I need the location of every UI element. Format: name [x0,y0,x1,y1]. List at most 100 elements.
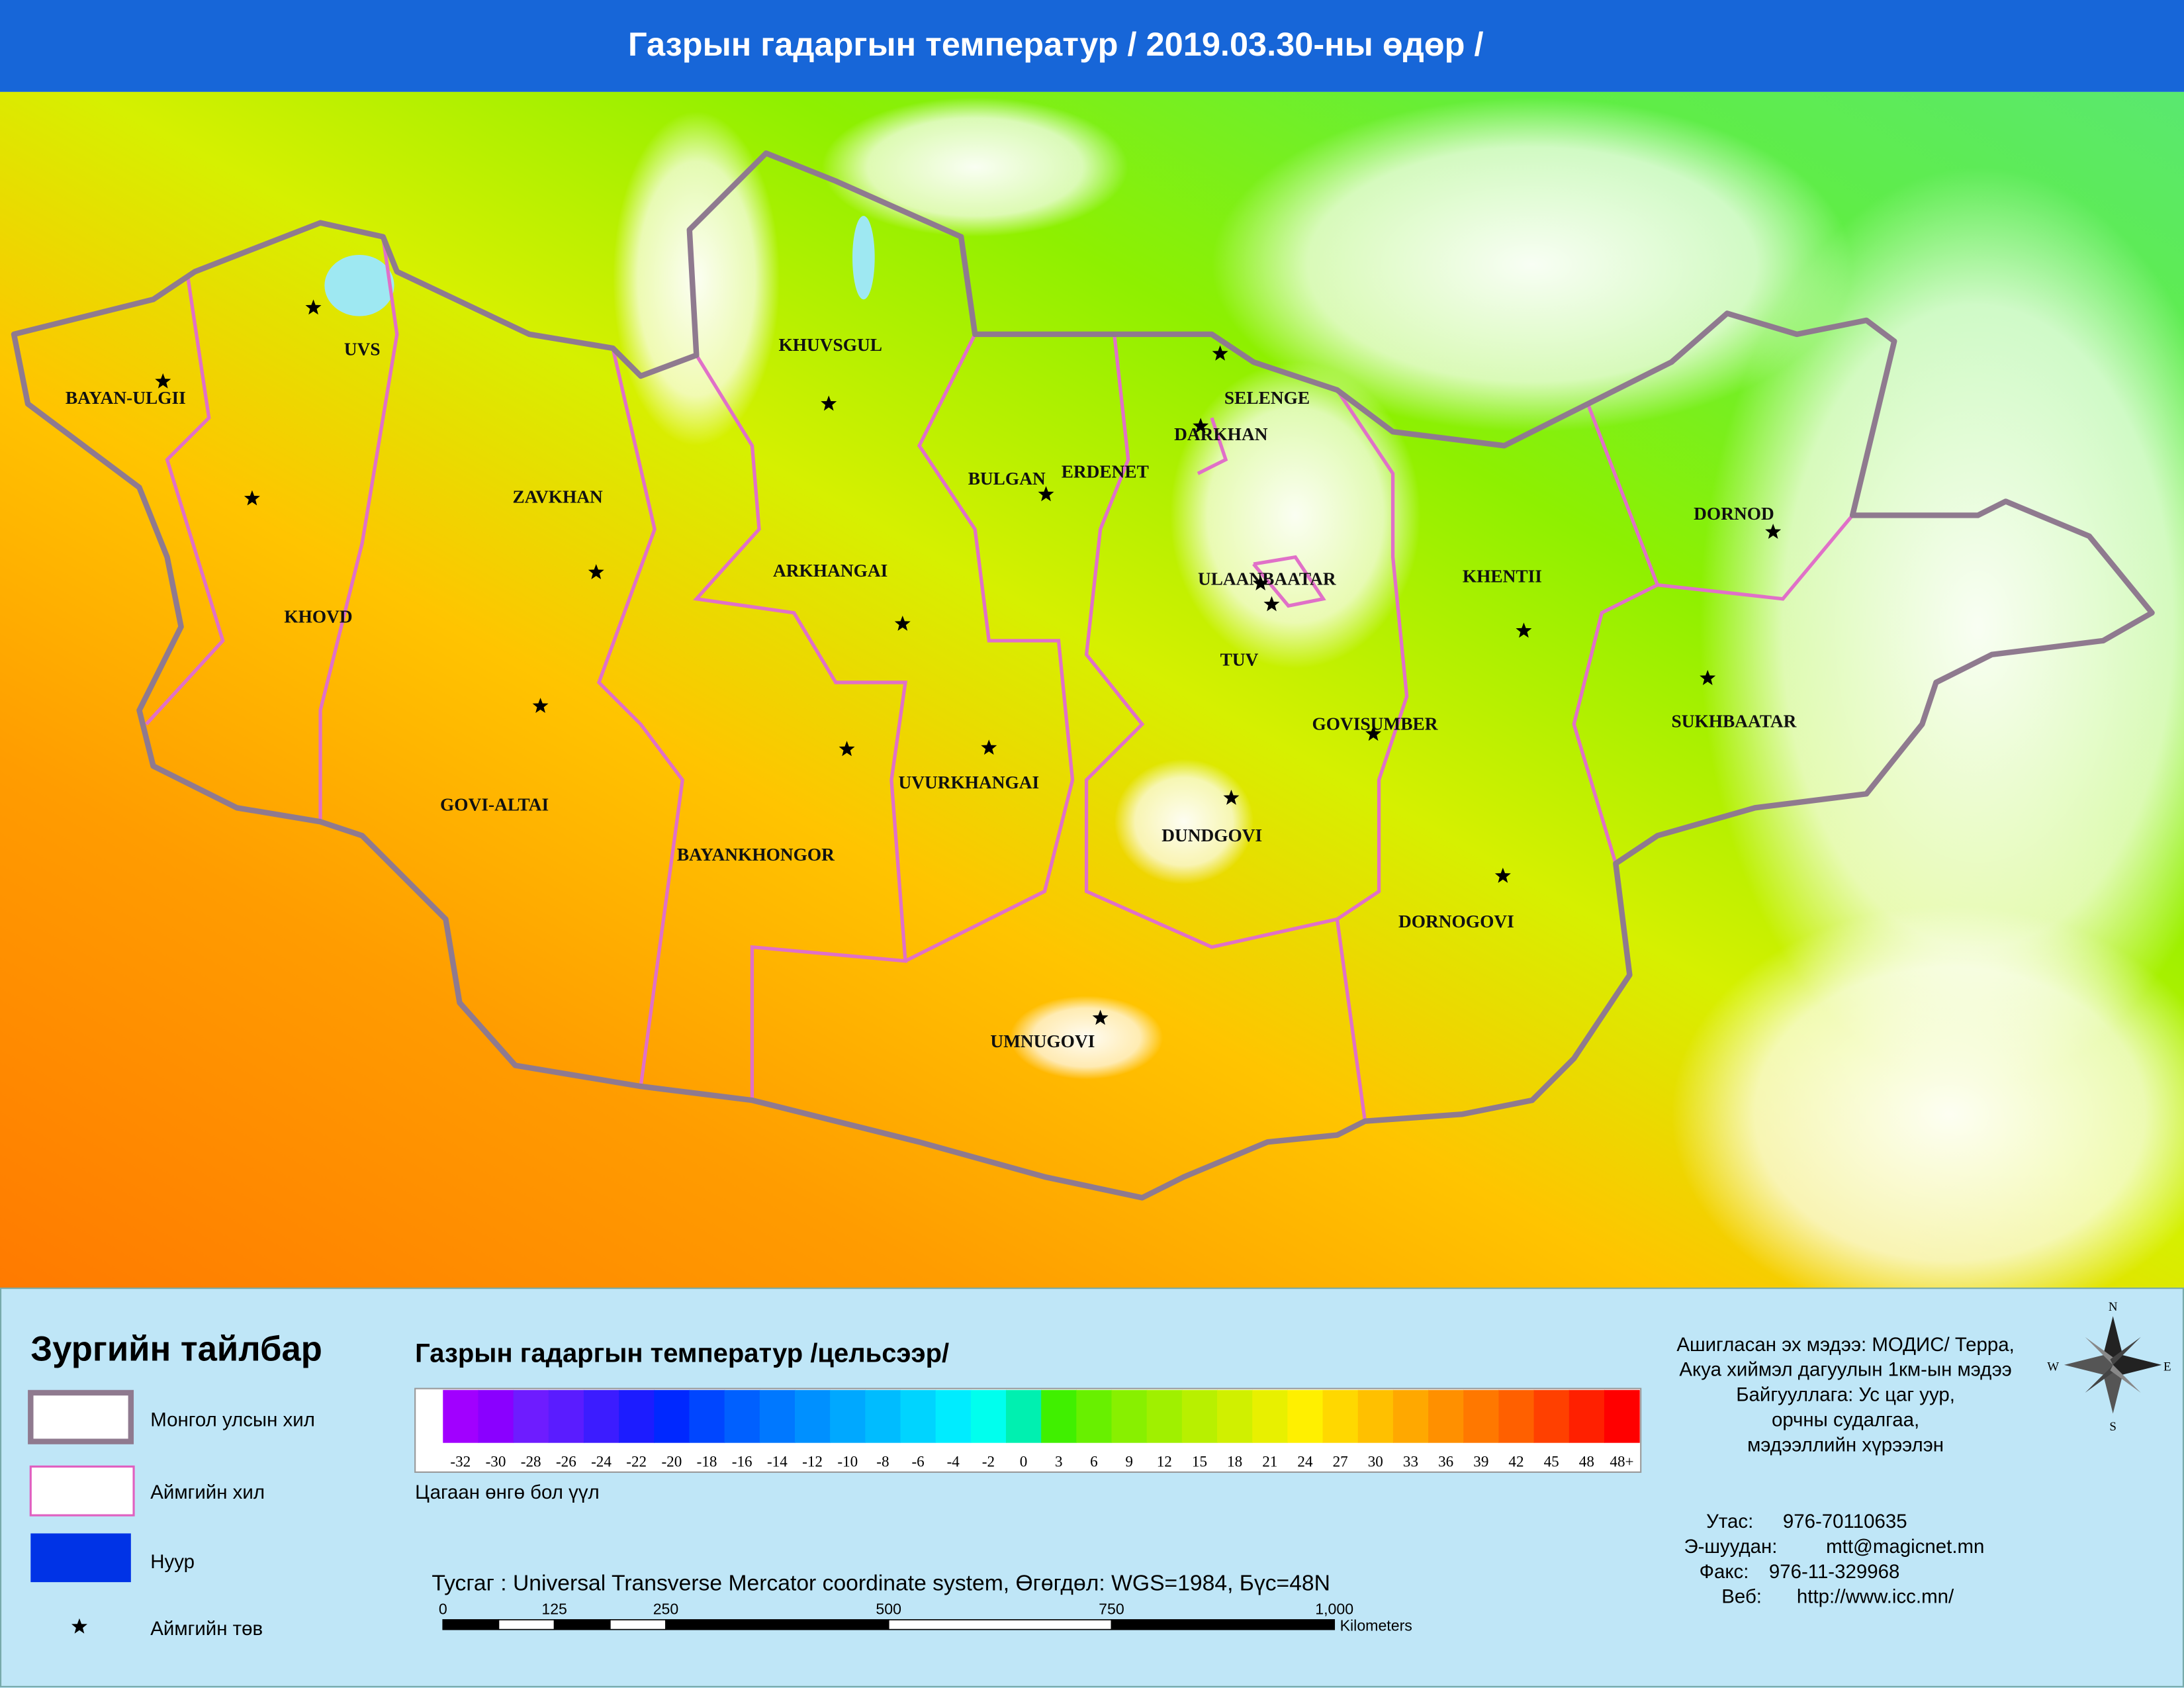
capital-star [1252,575,1269,590]
province-label: DORNOD [1694,504,1774,524]
scale-segment [498,1619,555,1630]
legend-label: Аймгийн төв [150,1618,263,1640]
province-label: GOVI-ALTAI [440,795,549,815]
color-swatch [1357,1389,1394,1443]
colorbar-label: -2 [982,1453,995,1470]
source-info: Ашигласан эх мэдээ: МОДИС/ Терра, Акуа хи… [1676,1334,2015,1456]
contact-value: mtt@magicnet.mn [1826,1536,1984,1558]
color-swatch [1006,1389,1042,1443]
colorbar-label: -28 [521,1453,541,1470]
color-swatch [865,1389,901,1443]
capital-star [305,299,322,315]
province-label: DUNDGOVI [1161,825,1262,845]
colorbar-label: -14 [767,1453,788,1470]
province-label: DORNOGOVI [1398,912,1514,931]
contact-value: http://www.icc.mn/ [1797,1586,1954,1608]
header-bar [0,0,2184,92]
color-swatch [1392,1389,1429,1443]
scale-label: 0 [439,1600,447,1617]
color-swatch [1041,1389,1077,1443]
capital-star [244,490,260,506]
scale-label: 125 [541,1600,567,1617]
capital-star [1700,670,1716,685]
cloud [1211,97,1853,432]
scale-segment [1111,1619,1336,1630]
scale-label: 750 [1099,1600,1124,1617]
colorbar-label: 48 [1579,1453,1594,1470]
compass: N E S W [2047,1300,2171,1434]
province-label: ZAVKHAN [512,487,603,507]
province-label: KHENTII [1463,566,1542,586]
colorbar-label: -32 [450,1453,471,1470]
legend-label: Аймгийн хил [150,1481,265,1503]
color-swatch [1287,1389,1324,1443]
capital-star [532,698,549,714]
scale-segment [553,1619,611,1630]
colorbar-label: 9 [1125,1453,1133,1470]
capital-star [981,739,997,755]
province-label: TUV [1220,650,1259,670]
color-swatch [478,1389,514,1443]
colorbar-note: Цагаан өнгө бол үүл [415,1481,600,1503]
province-label: SELENGE [1224,388,1310,408]
cloud [1671,905,2184,1323]
compass-letter: N [2109,1300,2118,1314]
colorbar-label: -10 [837,1453,858,1470]
contact-key: Утас: [1706,1511,1753,1532]
colorbar-label: 15 [1192,1453,1207,1470]
colorbar-label: 45 [1544,1453,1559,1470]
scale-label: 1,000 [1315,1600,1353,1617]
contact-key: Факс: [1700,1561,1749,1583]
color-swatch [1252,1389,1289,1443]
source-line: орчны судалгаа, [1772,1409,1919,1430]
color-swatch [619,1389,655,1443]
color-swatch [794,1389,831,1443]
colorbar-label: 0 [1020,1453,1028,1470]
color-swatch [1428,1389,1464,1443]
scale-segment [665,1619,889,1630]
province-label: UMNUGOVI [990,1031,1095,1051]
province-label: UVURKHANGAI [898,773,1039,792]
legend-swatch [29,1465,135,1517]
colorbar-label: -18 [697,1453,717,1470]
lake [852,216,875,300]
capital-star [839,741,855,757]
colorbar: -32 -30 -28 -26 -24 -22 -20 -18 -16 -14 -12 -10 -8 -6… [443,1389,1640,1470]
capital-star [1193,418,1209,434]
capital-star [1223,789,1240,805]
colorbar-label: 42 [1508,1453,1524,1470]
capital-star [1092,1009,1109,1025]
color-swatch [935,1389,972,1443]
source-line: Байгууллага: Ус цаг уур, [1736,1384,1955,1406]
color-swatch [1604,1389,1640,1443]
colorbar-label: -16 [732,1453,752,1470]
colorbar-title: Газрын гадаргын температур /цельсээр/ [415,1339,949,1368]
colorbar-label: 21 [1262,1453,1277,1470]
colorbar-label: -24 [591,1453,612,1470]
capital-star [1212,345,1228,361]
scale-label: 500 [876,1600,901,1617]
colorbar-label: 3 [1055,1453,1063,1470]
title: Газрын гадаргын температур / 2019.03.30-… [628,25,1484,63]
projection: Тусгаг : Universal Transverse Mercator c… [432,1571,1330,1596]
color-swatch [513,1389,549,1443]
color-swatch [654,1389,690,1443]
colorbar-label: 18 [1227,1453,1242,1470]
colorbar-label: 27 [1333,1453,1348,1470]
province-labels: BAYAN-ULGII UVS KHUVSGUL SELENGE DARKHAN ZAVK… [66,299,1797,1051]
map-area: BAYAN-ULGII UVS KHUVSGUL SELENGE DARKHAN ZAVK… [0,91,2184,1323]
capital-star [1494,867,1511,883]
cloud [821,97,1128,237]
color-swatch [1146,1389,1183,1443]
color-swatch [1111,1389,1148,1443]
colorbar-label: -6 [911,1453,924,1470]
cloud [1009,996,1163,1080]
colorbar-label: 24 [1297,1453,1313,1470]
province-label: BULGAN [968,469,1046,489]
color-swatch [548,1389,584,1443]
color-swatch [724,1389,760,1443]
scale-segment [442,1619,500,1630]
contact-value: 976-11-329968 [1769,1561,1900,1583]
